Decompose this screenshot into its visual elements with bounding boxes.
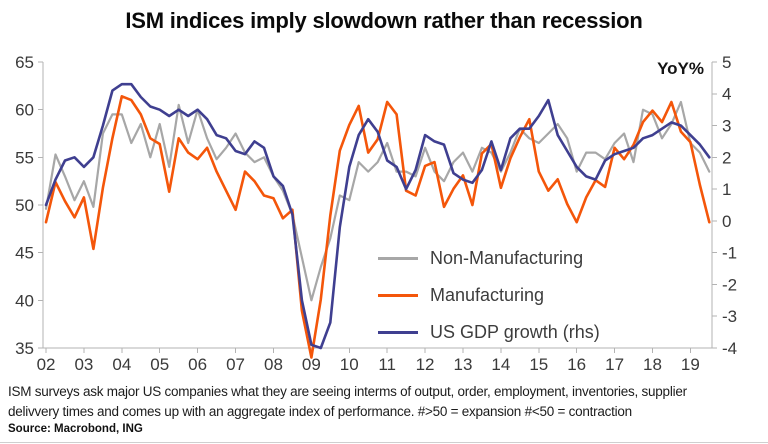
svg-text:4: 4 <box>722 85 731 104</box>
bottom-divider <box>0 442 768 443</box>
svg-text:06: 06 <box>188 355 207 374</box>
source-label: Source: Macrobond, ING <box>8 423 143 435</box>
footnote-line-2: delivvery times and comes up with an agg… <box>8 404 632 419</box>
legend-line-sample-gray <box>378 257 418 260</box>
svg-text:40: 40 <box>15 291 34 310</box>
svg-text:50: 50 <box>15 196 34 215</box>
svg-text:65: 65 <box>15 53 34 72</box>
svg-text:02: 02 <box>37 355 56 374</box>
chart-footnote: ISM surveys ask major US companies what … <box>8 382 764 422</box>
svg-text:60: 60 <box>15 101 34 120</box>
footnote-line-1: ISM surveys ask major US companies what … <box>8 384 687 399</box>
svg-text:17: 17 <box>605 355 624 374</box>
svg-text:05: 05 <box>150 355 169 374</box>
svg-text:19: 19 <box>681 355 700 374</box>
svg-text:09: 09 <box>302 355 321 374</box>
svg-text:45: 45 <box>15 244 34 263</box>
svg-text:07: 07 <box>226 355 245 374</box>
svg-text:13: 13 <box>454 355 473 374</box>
svg-text:55: 55 <box>15 148 34 167</box>
legend-label-non-manufacturing: Non-Manufacturing <box>430 248 584 268</box>
legend-label-manufacturing: Manufacturing <box>430 285 545 305</box>
chart-title: ISM indices imply slowdown rather than r… <box>125 8 643 33</box>
right-axis-unit-label: YoY% <box>657 59 704 78</box>
svg-text:10: 10 <box>340 355 359 374</box>
svg-text:2: 2 <box>722 148 731 167</box>
svg-text:12: 12 <box>416 355 435 374</box>
legend-item-manufacturing: Manufacturing <box>378 277 600 314</box>
svg-text:03: 03 <box>74 355 93 374</box>
legend-line-sample-orange <box>378 294 418 297</box>
legend-item-gdp: US GDP growth (rhs) <box>378 314 600 351</box>
svg-text:08: 08 <box>264 355 283 374</box>
svg-text:35: 35 <box>15 339 34 358</box>
svg-text:14: 14 <box>491 355 510 374</box>
svg-text:0: 0 <box>722 212 731 231</box>
legend-line-sample-navy <box>378 331 418 334</box>
svg-text:18: 18 <box>643 355 662 374</box>
svg-text:-4: -4 <box>722 339 737 358</box>
svg-text:-1: -1 <box>722 244 737 263</box>
svg-text:5: 5 <box>722 53 731 72</box>
legend-item-non-manufacturing: Non-Manufacturing <box>378 240 600 277</box>
svg-text:15: 15 <box>529 355 548 374</box>
svg-text:16: 16 <box>567 355 586 374</box>
legend-label-gdp: US GDP growth (rhs) <box>430 322 600 342</box>
svg-text:11: 11 <box>378 355 396 374</box>
svg-text:-2: -2 <box>722 275 737 294</box>
svg-text:04: 04 <box>112 355 131 374</box>
svg-text:-3: -3 <box>722 307 737 326</box>
svg-text:1: 1 <box>722 180 731 199</box>
chart-legend: Non-Manufacturing Manufacturing US GDP g… <box>378 240 600 351</box>
svg-text:3: 3 <box>722 117 731 136</box>
